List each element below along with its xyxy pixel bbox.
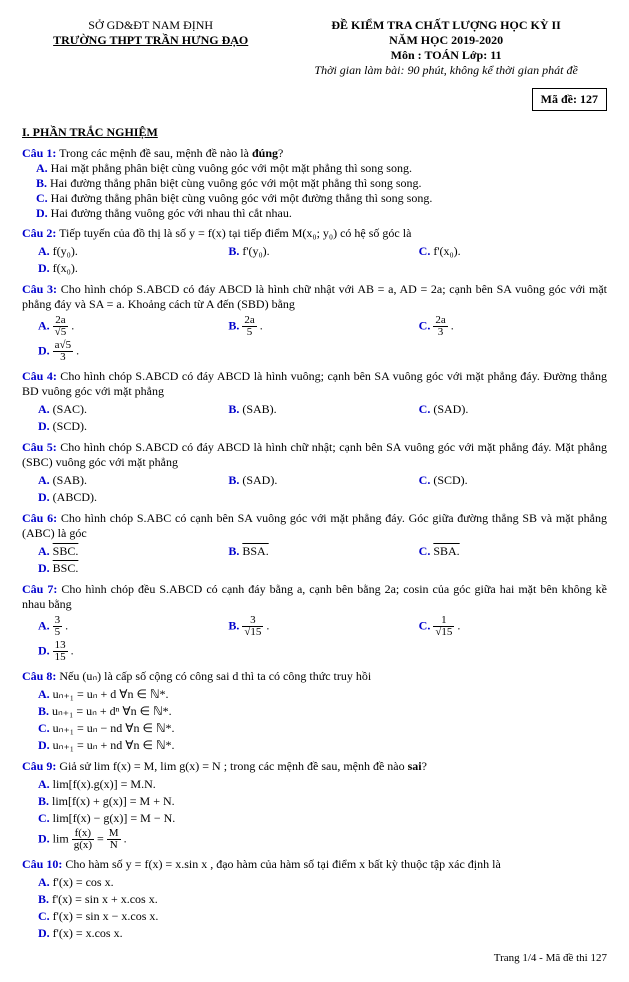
section-title: I. PHẦN TRẮC NGHIỆM [22,125,607,140]
q9-opts: A. lim[f(x).g(x)] = M.N. B. lim[f(x) + g… [36,776,607,852]
question-4: Câu 4: Cho hình chóp S.ABCD có đáy ABCD … [22,369,607,399]
question-5: Câu 5: Cho hình chóp S.ABCD có đáy ABCD … [22,440,607,470]
q1-label: Câu 1: [22,146,56,160]
q6-opts: A. SBC. B. BSA. C. SBA. D. BSC. [36,543,607,577]
question-6: Câu 6: Cho hình chóp S.ABC có cạnh bên S… [22,511,607,541]
question-9: Câu 9: Giả sử lim f(x) = M, lim g(x) = N… [22,759,607,774]
subject: Môn : TOÁN Lớp: 11 [285,48,607,63]
question-8: Câu 8: Nếu (uₙ) là cấp số cộng có công s… [22,669,607,684]
question-10: Câu 10: Cho hàm số y = f(x) = x.sin x , … [22,857,607,872]
year: NĂM HỌC 2019-2020 [285,33,607,48]
q2-opts: A. f(y₀). B. f'(y₀). C. f'(x₀). D. f(x₀)… [36,243,607,277]
exam-title: ĐỀ KIỂM TRA CHẤT LƯỢNG HỌC KỲ II [285,18,607,33]
exam-code-box: Mã đề: 127 [532,88,607,111]
q8-opts: A. uₙ₊₁ = uₙ + d ∀n ∈ ℕ*. B. uₙ₊₁ = uₙ +… [36,686,607,754]
q1-opts: A. Hai mặt phẳng phân biệt cùng vuông gó… [36,161,607,221]
dept: SỞ GD&ĐT NAM ĐỊNH [22,18,279,33]
header-right: ĐỀ KIỂM TRA CHẤT LƯỢNG HỌC KỲ II NĂM HỌC… [285,18,607,78]
q7-opts: A. 35 . B. 3√15 . C. 1√15 . D. 1315 . [36,614,607,664]
question-2: Câu 2: Tiếp tuyến của đồ thị là số y = f… [22,226,607,241]
school: TRƯỜNG THPT TRẦN HƯNG ĐẠO [22,33,279,48]
header-left: SỞ GD&ĐT NAM ĐỊNH TRƯỜNG THPT TRẦN HƯNG … [22,18,279,78]
header: SỞ GD&ĐT NAM ĐỊNH TRƯỜNG THPT TRẦN HƯNG … [22,18,607,78]
question-3: Câu 3: Cho hình chóp S.ABCD có đáy ABCD … [22,282,607,312]
question-7: Câu 7: Cho hình chóp đều S.ABCD có cạnh … [22,582,607,612]
duration: Thời gian làm bài: 90 phút, không kể thờ… [285,63,607,78]
question-1: Câu 1: Trong các mệnh đề sau, mệnh đề nà… [22,146,607,161]
q4-opts: A. (SAC). B. (SAB). C. (SAD). D. (SCD). [36,401,607,435]
q5-opts: A. (SAB). B. (SAD). C. (SCD). D. (ABCD). [36,472,607,506]
page-footer: Trang 1/4 - Mã đề thi 127 [22,952,607,964]
q10-opts: A. f'(x) = cos x. B. f'(x) = sin x + x.c… [36,874,607,942]
q3-opts: A. 2a√5 . B. 2a5 . C. 2a3 . D. a√53 . [36,314,607,364]
